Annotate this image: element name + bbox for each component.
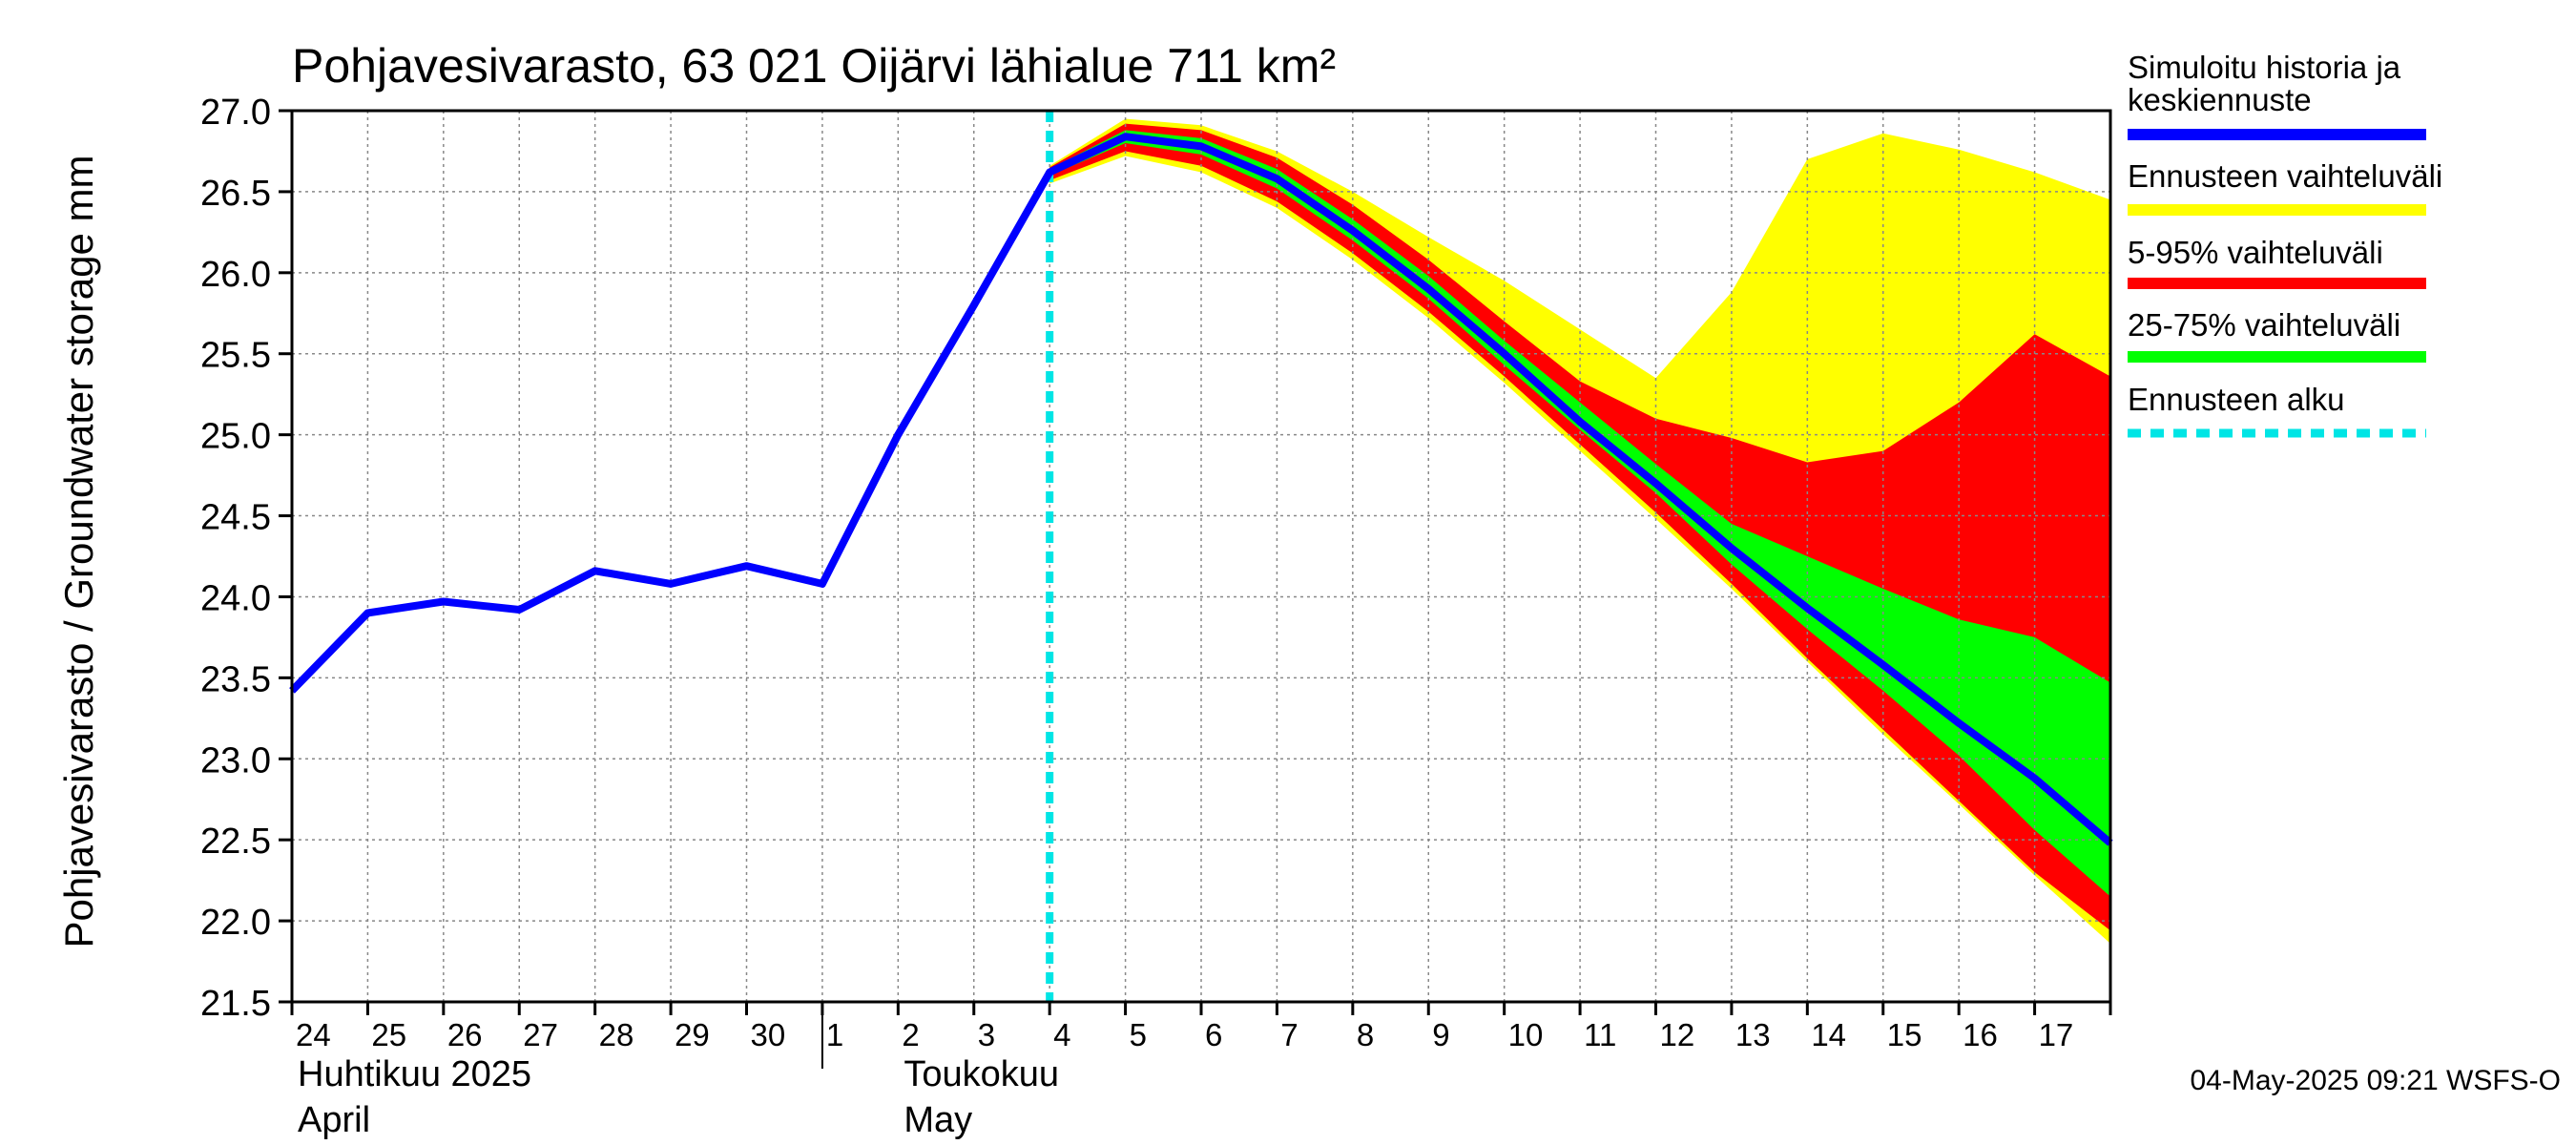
- y-tick-label: 23.0: [200, 740, 271, 781]
- x-tick-label: 7: [1280, 1017, 1298, 1052]
- month-label-fi: Huhtikuu 2025: [298, 1054, 531, 1094]
- month-label-en: May: [904, 1100, 972, 1140]
- y-tick-label: 27.0: [200, 93, 271, 133]
- x-tick-label: 26: [447, 1017, 483, 1052]
- x-tick-label: 11: [1584, 1017, 1616, 1052]
- x-tick-label: 24: [296, 1017, 331, 1052]
- chart-title: Pohjavesivarasto, 63 021 Oijärvi lähialu…: [292, 39, 1336, 93]
- y-tick-label: 24.0: [200, 578, 271, 618]
- x-tick-label: 27: [523, 1017, 558, 1052]
- y-tick-label: 26.5: [200, 174, 271, 214]
- x-tick-label: 2: [902, 1017, 919, 1052]
- x-tick-label: 9: [1432, 1017, 1449, 1052]
- x-tick-label: 16: [1963, 1017, 1998, 1052]
- grid-lines: [292, 111, 2110, 1002]
- y-tick-label: 23.5: [200, 659, 271, 699]
- forecast-bands: [1049, 118, 2110, 944]
- x-tick-label: 8: [1357, 1017, 1374, 1052]
- x-tick-label: 4: [1053, 1017, 1070, 1052]
- legend-label: Ennusteen alku: [2128, 382, 2345, 417]
- x-tick-label: 5: [1130, 1017, 1147, 1052]
- history-median-line: [289, 133, 2113, 846]
- x-tick-label: 13: [1735, 1017, 1771, 1052]
- y-tick-label: 22.0: [200, 903, 271, 943]
- x-tick-label: 30: [751, 1017, 786, 1052]
- y-tick-label: 21.5: [200, 984, 271, 1024]
- legend-label: Ennusteen vaihteluväli: [2128, 158, 2442, 194]
- x-tick-label: 3: [978, 1017, 995, 1052]
- x-tick-label: 25: [371, 1017, 406, 1052]
- band-full-range: [1049, 118, 2110, 944]
- y-tick-label: 26.0: [200, 255, 271, 295]
- legend-label-cont: keskiennuste: [2128, 82, 2312, 117]
- x-tick-label: 15: [1887, 1017, 1922, 1052]
- x-tick-label: 29: [675, 1017, 710, 1052]
- y-tick-label: 25.5: [200, 336, 271, 376]
- legend-label: 5-95% vaihteluväli: [2128, 235, 2383, 270]
- series-lines: [289, 111, 2113, 1002]
- x-tick-label: 10: [1508, 1017, 1544, 1052]
- y-tick-label: 22.5: [200, 822, 271, 862]
- x-tick-label: 14: [1811, 1017, 1846, 1052]
- timestamp: 04-May-2025 09:21 WSFS-O: [2191, 1065, 2562, 1096]
- month-label-en: April: [298, 1100, 370, 1140]
- legend-label: Simuloitu historia ja: [2128, 50, 2401, 85]
- x-tick-label: 6: [1205, 1017, 1222, 1052]
- y-tick-label: 24.5: [200, 498, 271, 538]
- x-tick-label: 17: [2039, 1017, 2074, 1052]
- y-axis-label: Pohjavesivarasto / Groundwater storage m…: [56, 155, 101, 947]
- x-tick-label: 12: [1660, 1017, 1695, 1052]
- x-tick-label: 28: [599, 1017, 634, 1052]
- x-tick-label: 1: [826, 1017, 843, 1052]
- legend-label: 25-75% vaihteluväli: [2128, 307, 2400, 343]
- month-label-fi: Toukokuu: [904, 1054, 1059, 1094]
- band-5-95: [1049, 123, 2110, 931]
- axes: 21.5 22.0 22.5 23.0 23.5 24.0 24.5 25.0 25.5 26.0…: [200, 93, 2112, 1140]
- y-tick-label: 25.0: [200, 417, 271, 457]
